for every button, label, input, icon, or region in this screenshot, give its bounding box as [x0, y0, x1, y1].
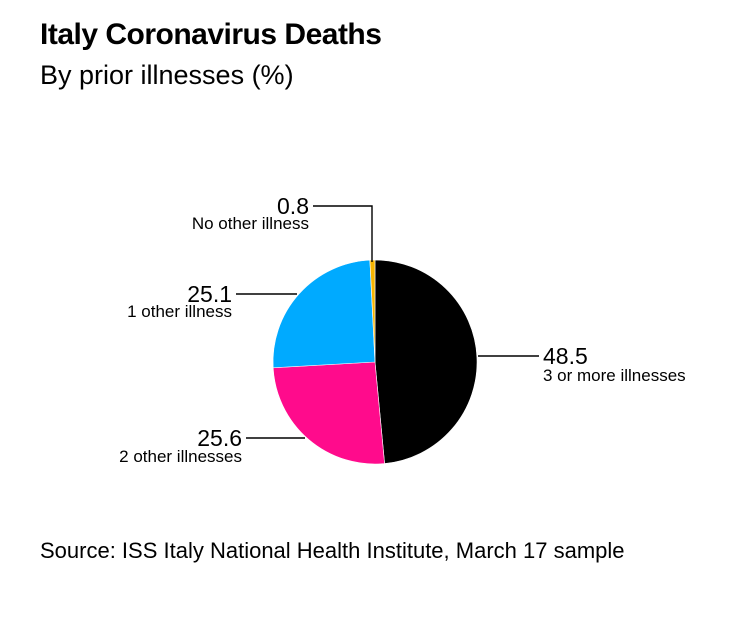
- chart-title: Italy Coronavirus Deaths: [40, 18, 382, 51]
- source-note: Source: ISS Italy National Health Instit…: [40, 538, 625, 563]
- slice-label-no-other: No other illness: [192, 214, 309, 233]
- slice-3-or-more: [374, 259, 478, 464]
- slice-label-1-other: 1 other illness: [127, 302, 232, 321]
- leader-no-other: [313, 205, 373, 262]
- chart-subtitle: By prior illnesses (%): [40, 60, 294, 90]
- slice-value-1-other: 25.1: [187, 281, 232, 307]
- leader-lines: [236, 205, 539, 439]
- slice-1-other: [272, 259, 376, 369]
- pie-slices: [272, 259, 478, 465]
- pie-chart: 48.5 3 or more illnesses 25.6 2 other il…: [119, 193, 686, 466]
- slice-value-3-or-more: 48.5: [543, 343, 588, 369]
- slice-value-no-other: 0.8: [277, 193, 309, 219]
- slice-2-other: [272, 361, 385, 465]
- slice-label-2-other: 2 other illnesses: [119, 447, 242, 466]
- slice-label-3-or-more: 3 or more illnesses: [543, 366, 686, 385]
- slice-value-2-other: 25.6: [197, 425, 242, 451]
